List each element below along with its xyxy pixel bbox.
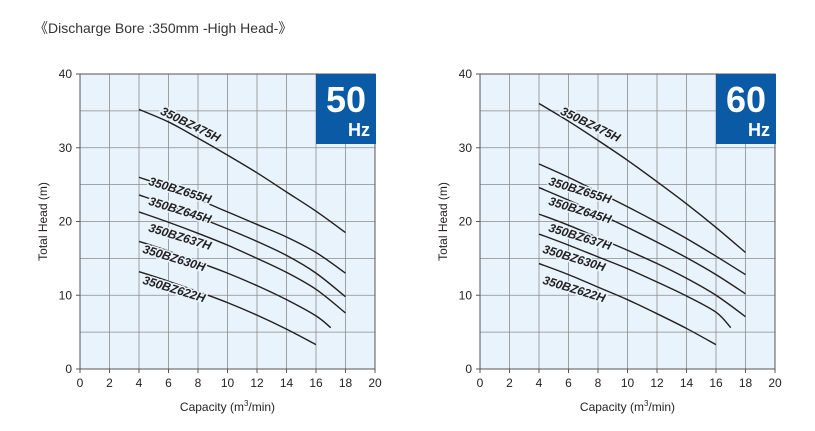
y-tick-label: 40 — [59, 67, 73, 81]
series-line — [138, 176, 346, 274]
x-tick-label: 20 — [768, 376, 782, 390]
series-line — [138, 270, 317, 346]
series-line — [138, 108, 346, 234]
x-axis-label: Capacity (m3/min) — [180, 399, 275, 414]
x-tick-label: 14 — [680, 376, 694, 390]
y-tick-label: 30 — [59, 141, 73, 155]
badge-unit: Hz — [348, 120, 370, 140]
x-tick-label: 6 — [165, 376, 172, 390]
series-line — [538, 262, 717, 346]
x-tick-label: 16 — [309, 376, 323, 390]
series-line — [138, 211, 346, 314]
x-tick-label: 2 — [506, 376, 513, 390]
x-tick-label: 16 — [709, 376, 723, 390]
y-tick-label: 40 — [459, 67, 473, 81]
series-line — [538, 233, 732, 329]
x-tick-label: 14 — [280, 376, 294, 390]
x-tick-label: 4 — [136, 376, 143, 390]
series-line — [138, 240, 332, 329]
y-tick-label: 30 — [459, 141, 473, 155]
x-tick-label: 0 — [77, 376, 84, 390]
x-tick-label: 10 — [621, 376, 635, 390]
grid — [480, 74, 775, 369]
y-tick-label: 0 — [65, 362, 72, 376]
x-tick-label: 18 — [339, 376, 353, 390]
x-axis-label: Capacity (m3/min) — [580, 399, 675, 414]
badge-background — [716, 74, 776, 144]
chart-50hz: 0 2 4 6 8 10 12 14 16 18 20 0 10 20 30 40 Capacity (m3/m… — [36, 67, 382, 414]
y-tick-label: 10 — [459, 288, 473, 302]
series-line — [538, 186, 746, 295]
series-line — [538, 163, 746, 276]
x-tick-label: 8 — [195, 376, 202, 390]
x-tick-label: 8 — [595, 376, 602, 390]
x-tick-label: 12 — [650, 376, 664, 390]
y-axis-label: Total Head (m) — [36, 182, 50, 261]
x-tick-label: 0 — [477, 376, 484, 390]
badge-frequency: 60 — [726, 79, 766, 120]
series-line — [538, 102, 746, 254]
badge-unit: Hz — [748, 120, 770, 140]
y-tick-label: 0 — [465, 362, 472, 376]
x-tick-label: 18 — [739, 376, 753, 390]
y-tick-label: 10 — [59, 288, 73, 302]
badge-background — [316, 74, 376, 144]
badge-frequency: 50 — [326, 79, 366, 120]
series-line — [138, 194, 346, 298]
y-axis-label: Total Head (m) — [436, 182, 450, 261]
x-tick-label: 6 — [565, 376, 572, 390]
x-tick-label: 20 — [368, 376, 382, 390]
x-tick-label: 12 — [250, 376, 264, 390]
chart-60hz: 0 2 4 6 8 10 12 14 16 18 20 0 10 20 30 40 Capacity (m3/m… — [436, 67, 782, 414]
page-title: 《Discharge Bore :350mm -High Head-》 — [34, 20, 293, 36]
y-tick-label: 20 — [459, 215, 473, 229]
x-tick-label: 4 — [536, 376, 543, 390]
x-tick-label: 2 — [106, 376, 113, 390]
series-line — [538, 213, 746, 318]
y-tick-label: 20 — [59, 215, 73, 229]
x-tick-label: 10 — [221, 376, 235, 390]
